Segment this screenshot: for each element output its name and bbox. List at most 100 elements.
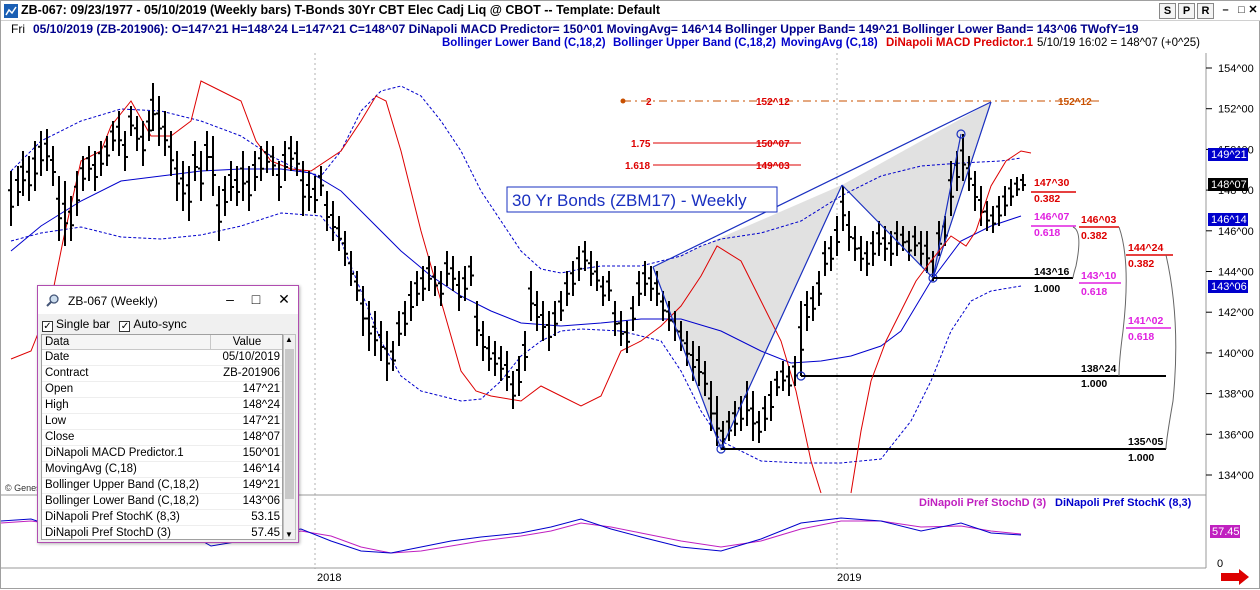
- ohlc-bar: [342, 231, 348, 266]
- ohlc-bar: [258, 146, 264, 181]
- ohlc-bar: [660, 291, 666, 321]
- minimize-icon[interactable]: –: [1222, 4, 1229, 16]
- magnifier-icon: [46, 294, 59, 307]
- level-price-135-05: 135^05: [1128, 436, 1163, 448]
- ohlc-bar: [480, 321, 486, 361]
- ohlc-bar: [750, 391, 756, 441]
- retr-ratio-144-24: 0.382: [1128, 258, 1154, 270]
- lower-band-tag: 143^06: [1208, 280, 1248, 293]
- retr-price-144-24: 144^24: [1128, 242, 1163, 254]
- close-icon[interactable]: ✕: [1248, 4, 1258, 16]
- level-ratio-143-16: 1.000: [1034, 283, 1060, 295]
- ohlc-bar: [882, 226, 888, 261]
- legend-moving-avg[interactable]: MovingAvg (C,18): [781, 37, 878, 49]
- single-bar-label[interactable]: Single bar: [56, 317, 111, 331]
- dialog-maximize-icon[interactable]: □: [251, 291, 261, 307]
- ohlc-bar: [564, 271, 570, 306]
- col-value-header[interactable]: Value: [232, 336, 262, 348]
- ohlc-bar: [86, 146, 92, 181]
- ohlc-bar: [798, 301, 804, 376]
- retr-ratio-147-30: 0.382: [1034, 193, 1060, 205]
- ohlc-bar: [80, 156, 86, 191]
- ohlc-bar: [98, 141, 104, 176]
- auto-sync-checkbox[interactable]: ✓: [119, 321, 131, 332]
- ohlc-bar: [92, 151, 98, 191]
- p-button[interactable]: P: [1178, 3, 1195, 19]
- table-row: DiNapoli Pref StochD (3) 57.45: [42, 526, 282, 539]
- scroll-down-icon[interactable]: ▼: [285, 530, 293, 539]
- legend-lower-band[interactable]: Bollinger Lower Band (C,18,2): [442, 37, 606, 49]
- ohlc-bar: [774, 371, 780, 396]
- data-grid[interactable]: Data Value Date 05/10/2019 Contract ZB-201…: [41, 334, 283, 540]
- ohlc-bar: [804, 291, 810, 331]
- stoch-value: 57.45: [1212, 526, 1240, 538]
- ohlc-bar: [510, 371, 516, 409]
- retr-ratio-143-10: 0.618: [1081, 286, 1107, 298]
- ohlc-bar: [810, 286, 816, 321]
- ohlc-bar: [468, 256, 474, 286]
- maximize-icon[interactable]: □: [1238, 4, 1245, 16]
- table-row: Bollinger Upper Band (C,18,2) 149^21: [42, 478, 282, 494]
- dialog-minimize-icon[interactable]: –: [226, 291, 234, 307]
- r-button[interactable]: R: [1197, 3, 1214, 19]
- data-window-titlebar[interactable]: ZB-067 (Weekly) – □ ✕: [38, 286, 298, 314]
- ohlc-bar: [450, 256, 456, 291]
- ohlc-bar: [906, 231, 912, 261]
- ohlc-bar: [996, 196, 1002, 226]
- ohlc-bar: [594, 261, 600, 291]
- s-button[interactable]: S: [1159, 3, 1176, 19]
- ohlc-bar: [828, 236, 834, 271]
- col-data-header[interactable]: Data: [45, 336, 70, 348]
- ohlc-bar: [372, 311, 378, 356]
- table-row: Low 147^21: [42, 414, 282, 430]
- legend-upper-band[interactable]: Bollinger Upper Band (C,18,2): [613, 37, 776, 49]
- legend-macd[interactable]: DiNapoli MACD Predictor.1: [886, 37, 1033, 49]
- indicator-legend: Bollinger Lower Band (C,18,2) Bollinger …: [1, 37, 1260, 51]
- scroll-right-arrow-icon[interactable]: [1221, 569, 1249, 585]
- fib-target-1618: 149^03: [756, 161, 790, 172]
- ohlc-bar: [414, 271, 420, 306]
- ohlc-bar: [222, 176, 228, 216]
- price-axis-label: 136^00: [1218, 429, 1254, 441]
- ohlc-bar: [648, 266, 654, 301]
- ohlc-bar: [15, 166, 21, 206]
- macd-predictor-line: [10, 80, 822, 494]
- scroll-up-icon[interactable]: ▲: [285, 335, 293, 344]
- table-row: MovingAvg (C,18) 146^14: [42, 462, 282, 478]
- dialog-close-icon[interactable]: ✕: [278, 291, 290, 307]
- stoch-d-legend[interactable]: DiNapoli Pref StochD (3): [919, 497, 1046, 509]
- ohlc-bar: [624, 321, 630, 353]
- ohlc-bar: [128, 106, 134, 136]
- pattern-shade-left: [653, 185, 842, 449]
- ohlc-bar: [26, 156, 32, 201]
- ohlc-bar: [456, 271, 462, 311]
- ohlc-bar: [32, 141, 38, 191]
- ohlc-bar: [834, 216, 840, 256]
- ohlc-bar: [606, 271, 612, 301]
- scroll-thumb[interactable]: [285, 349, 294, 499]
- ohlc-bar: [780, 361, 786, 391]
- ohlc-bar: [444, 251, 450, 286]
- ohlc-bar: [336, 216, 342, 251]
- ohlc-bar: [498, 346, 504, 381]
- level-ratio-135-05: 1.000: [1128, 452, 1154, 464]
- price-chart[interactable]: 154^00152^00150^00148^00146^00144^00142^…: [1, 51, 1260, 590]
- ohlc-bar: [534, 291, 540, 331]
- table-row: Contract ZB-201906: [42, 366, 282, 382]
- ohlc-bar: [162, 111, 168, 156]
- ohlc-bar: [276, 161, 282, 201]
- ohlc-bar: [228, 161, 234, 201]
- ohlc-bar: [402, 301, 408, 336]
- single-bar-checkbox[interactable]: ✓: [42, 321, 53, 332]
- stoch-k-legend[interactable]: DiNapoli Pref StochK (8,3): [1055, 497, 1192, 509]
- auto-sync-label[interactable]: Auto-sync: [133, 317, 187, 331]
- data-grid-scrollbar[interactable]: ▲ ▼: [283, 334, 296, 540]
- ohlc-bar: [146, 111, 152, 141]
- data-grid-header: Data Value: [42, 335, 282, 350]
- ohlc-bar: [990, 206, 996, 233]
- ohlc-bar: [20, 151, 26, 196]
- price-axis-label: 142^00: [1218, 307, 1254, 319]
- ohlc-bar: [1008, 179, 1014, 206]
- data-window[interactable]: ZB-067 (Weekly) – □ ✕ ✓ Single bar ✓ Auto-…: [37, 285, 299, 543]
- ohlc-bar: [642, 261, 648, 296]
